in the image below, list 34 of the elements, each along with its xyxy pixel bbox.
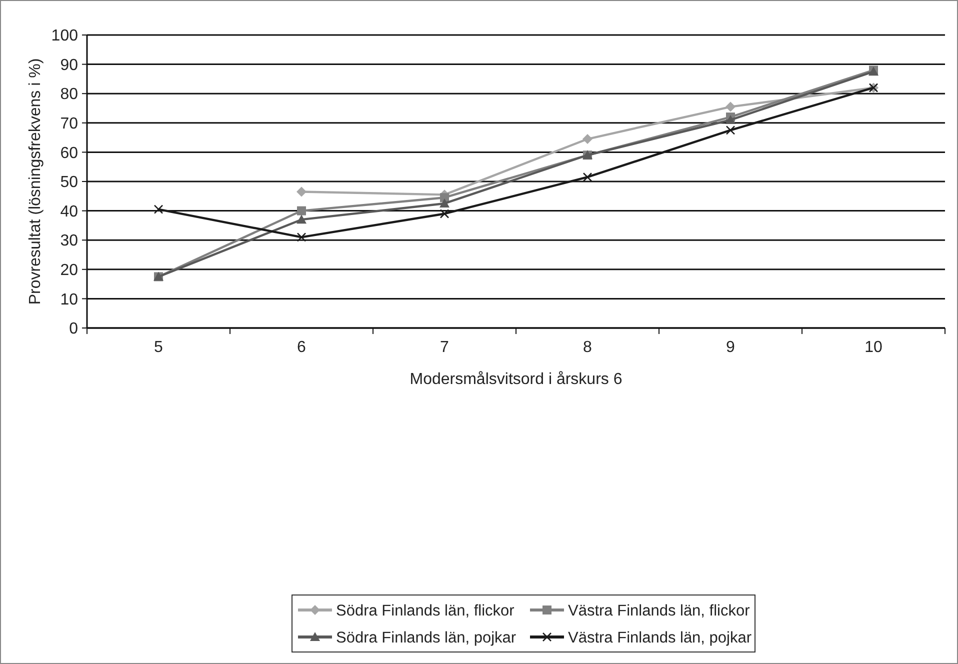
legend-label: Västra Finlands län, pojkar (568, 629, 752, 646)
y-tick-label: 50 (60, 174, 78, 192)
point (296, 232, 306, 242)
y-tick-label: 60 (60, 144, 78, 162)
x-tick-label: 9 (726, 339, 736, 356)
x-tick-label: 7 (440, 339, 450, 356)
y-tick-label: 10 (60, 291, 78, 308)
point (440, 209, 450, 218)
y-tick-label: 20 (60, 262, 78, 279)
legend-label: Södra Finlands län, flickor (336, 602, 514, 620)
point (296, 186, 306, 197)
legend-label: Södra Finlands län, pojkar (336, 629, 516, 646)
point (582, 134, 592, 144)
point (297, 206, 306, 216)
point (726, 102, 736, 112)
point (154, 204, 164, 214)
x-tick-label: 5 (154, 339, 164, 356)
point (726, 126, 736, 135)
y-tick-label: 70 (60, 116, 78, 132)
y-axis-title: Provresultat (lösningsfrekvens i %) (27, 58, 44, 305)
y-tick-label: 100 (51, 28, 78, 45)
point (440, 198, 450, 208)
y-tick-label: 90 (60, 56, 78, 74)
point (582, 172, 592, 182)
y-tick-label: 40 (60, 203, 78, 220)
x-tick-label: 10 (864, 339, 882, 356)
x-tick-label: 8 (583, 339, 592, 356)
x-tick-label: 6 (297, 339, 306, 356)
legend-label: Västra Finlands län, flickor (568, 602, 750, 620)
x-axis-title: Modersmålsvitsord i årskurs 6 (410, 371, 622, 388)
point (296, 214, 306, 224)
y-tick-label: 80 (60, 86, 78, 104)
y-tick-label: 30 (60, 232, 78, 250)
y-tick-label: 0 (69, 320, 78, 338)
